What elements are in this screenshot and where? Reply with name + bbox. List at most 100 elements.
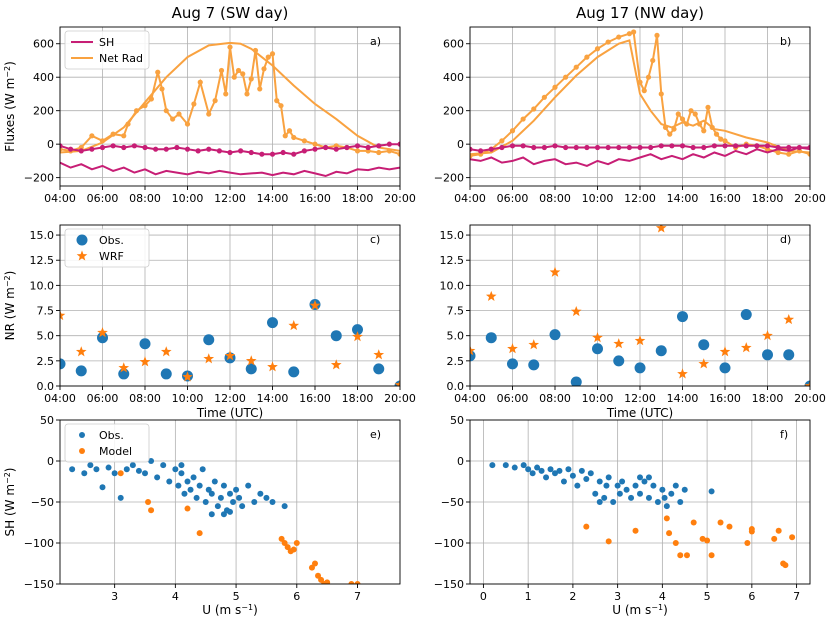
- wrf-star: [245, 355, 257, 366]
- data-point: [265, 54, 271, 60]
- data-point: [176, 111, 182, 117]
- model-point: [117, 470, 124, 477]
- data-point: [662, 124, 669, 131]
- wrf-star: [613, 338, 625, 349]
- y-tick-label: 400: [443, 71, 464, 84]
- obs-point: [211, 478, 218, 485]
- x-tick-label: 08:00: [129, 192, 161, 205]
- series-line: [470, 30, 810, 157]
- model-point: [677, 552, 684, 559]
- obs-point: [511, 464, 518, 471]
- axes-frame: [59, 26, 401, 187]
- data-point: [261, 66, 267, 72]
- data-point: [291, 151, 297, 157]
- data-point: [312, 146, 318, 152]
- y-axis-label-base: SH (W m: [3, 484, 17, 537]
- data-point: [240, 71, 246, 77]
- obs-point: [552, 470, 558, 477]
- data-point: [520, 116, 526, 122]
- y-axis-label-sup: −2: [3, 275, 12, 287]
- axes-frame: [469, 26, 811, 187]
- data-point: [174, 144, 180, 151]
- data-point: [227, 149, 233, 156]
- obs-point: [645, 474, 652, 481]
- x-tick-label: 18:00: [342, 192, 374, 205]
- data-point: [470, 146, 473, 152]
- obs-point: [154, 474, 161, 481]
- axes-frame: [59, 224, 401, 387]
- obs-point: [637, 490, 643, 497]
- obs-point: [547, 466, 554, 473]
- wrf-star: [507, 343, 518, 354]
- wrf-star: [592, 332, 603, 343]
- data-point: [711, 143, 717, 149]
- data-point: [584, 144, 590, 151]
- obs-point: [740, 309, 752, 321]
- x-axis-label: U (m s−1): [612, 603, 668, 618]
- obs-point: [565, 466, 572, 473]
- x-tick-label: 5: [233, 590, 240, 603]
- y-tick-label: 200: [443, 105, 464, 118]
- legend-label: Model: [99, 445, 132, 458]
- axes-frame: [59, 419, 401, 585]
- data-point: [238, 148, 244, 154]
- obs-point: [263, 494, 270, 501]
- model-point: [324, 579, 331, 584]
- panel-c: 04:00 06:00 08:00 10:00 12:00 14:00 16:00 18:00…: [3, 224, 416, 420]
- obs-point: [578, 467, 585, 474]
- y-axis-label-end: ): [3, 271, 17, 276]
- x-tick-label: 06:00: [87, 392, 119, 405]
- obs-point: [659, 486, 666, 493]
- x-tick-label: 18:00: [752, 392, 784, 405]
- y-tick-label: 2.5: [37, 355, 55, 368]
- y-tick-label: −50: [31, 496, 54, 509]
- model-point: [354, 581, 361, 584]
- data-point: [286, 128, 293, 134]
- wrf-star: [373, 349, 385, 360]
- obs-point: [654, 499, 661, 505]
- obs-point: [628, 494, 635, 501]
- data-point: [206, 146, 212, 152]
- data-point: [743, 143, 749, 149]
- x-tick-label: 04:00: [454, 392, 486, 405]
- legend-box: [64, 30, 150, 70]
- data-point: [227, 44, 233, 50]
- data-point: [231, 74, 237, 80]
- obs-point: [257, 490, 264, 497]
- y-tick-label: 15.0: [440, 229, 465, 242]
- obs-point: [178, 470, 185, 477]
- model-point: [672, 540, 679, 546]
- obs-point: [227, 490, 233, 497]
- obs-point: [650, 482, 657, 489]
- x-tick-label: 04:00: [44, 192, 76, 205]
- model-point: [789, 534, 796, 541]
- obs-point: [60, 358, 66, 370]
- obs-point: [601, 494, 608, 501]
- wrf-star: [75, 346, 87, 357]
- x-tick-label: 16:00: [299, 192, 331, 205]
- data-point: [696, 121, 703, 127]
- obs-point: [181, 490, 188, 497]
- legend-label: Obs.: [99, 429, 124, 442]
- y-axis-label-end: ): [3, 61, 17, 66]
- y-tick-label: 5.0: [447, 330, 465, 343]
- data-point: [626, 144, 632, 151]
- legend-swatch: [79, 448, 85, 454]
- data-point: [333, 146, 339, 152]
- y-tick-label: −100: [434, 537, 464, 550]
- data-point: [280, 149, 286, 156]
- wrf-star: [288, 320, 300, 331]
- data-point: [142, 103, 148, 109]
- data-point: [637, 79, 643, 85]
- obs-point: [172, 466, 179, 473]
- panel-label: e): [370, 428, 381, 441]
- obs-point: [105, 464, 112, 471]
- y-tick-label: 50: [450, 414, 464, 427]
- x-tick-label: 20:00: [384, 192, 416, 205]
- x-tick-label: 16:00: [709, 192, 741, 205]
- legend: SH Net Rad: [64, 30, 150, 70]
- series-line: [60, 161, 400, 178]
- obs-point: [203, 334, 215, 346]
- data-point: [344, 144, 350, 151]
